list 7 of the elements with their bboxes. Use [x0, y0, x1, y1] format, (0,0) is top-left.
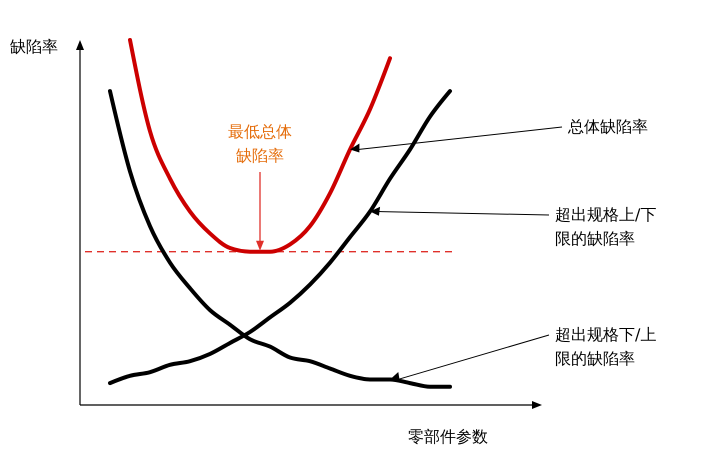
x-axis-title: 零部件参数 [408, 427, 488, 446]
text: 超出规格下/上限的缺陷率 [555, 325, 656, 368]
y-axis-title: 缺陷率 [236, 146, 284, 165]
text: 最低总体 [228, 122, 292, 141]
text: 缺陷率 [10, 37, 58, 56]
text: 超出规格上/下限的缺陷率 [555, 205, 656, 248]
text: 总体缺陷率 [567, 117, 648, 136]
